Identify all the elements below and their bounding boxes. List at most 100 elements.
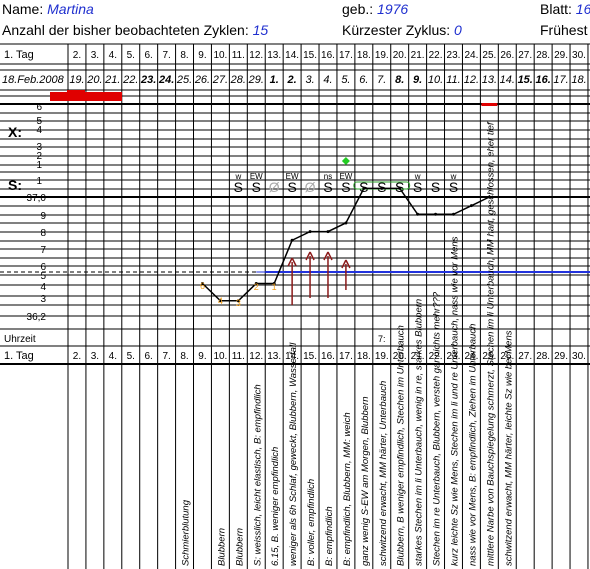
- day-number-top: 30.: [572, 50, 586, 61]
- day-number-bottom: 9.: [198, 351, 206, 362]
- day-note: Schmierblutung: [181, 499, 192, 566]
- day-number-top: 7.: [162, 50, 170, 61]
- day-number-top: 15.: [303, 50, 317, 61]
- day-number-bottom: 26.: [500, 351, 514, 362]
- date-cell: 18.: [571, 74, 586, 86]
- day-number-top: 10.: [213, 50, 227, 61]
- mucus-symbol: S: [449, 179, 458, 195]
- day-number-bottom: 30.: [572, 351, 586, 362]
- date-cell: 21.: [104, 74, 120, 86]
- x-scale-label: 2: [36, 151, 42, 162]
- day-number-bottom: 19.: [375, 351, 389, 362]
- temperature-point: [416, 212, 420, 216]
- date-cell: 1.: [270, 74, 279, 86]
- day-number-top: 25.: [482, 50, 496, 61]
- date-cell: 10.: [428, 74, 443, 86]
- bleeding-bar: [50, 92, 122, 101]
- date-cell: 23.: [140, 74, 156, 86]
- day-number-top: 11.: [232, 50, 245, 61]
- day-number-top: 4.: [109, 50, 117, 61]
- temperature-point: [218, 299, 222, 303]
- day-number-bottom: 8.: [180, 351, 188, 362]
- day-note: kurz leichte Sz wie Mens, Stechen im li …: [449, 236, 460, 566]
- day-number-bottom: 24.: [464, 351, 478, 362]
- cycle-chart: 1. Tag 2. 3. 4. 5. 6. 7. 8. 9. 10. 11. 12. 13. 14. 15.…: [0, 43, 590, 569]
- rise-arrow-head: [305, 251, 315, 261]
- day-number-top: 8.: [180, 50, 188, 61]
- count-number: 4: [218, 296, 223, 306]
- day-number-bottom: 17.: [339, 351, 353, 362]
- temperature-point: [434, 212, 438, 216]
- day-number-top: 27.: [518, 50, 532, 61]
- day-number-bottom: 12.: [249, 351, 263, 362]
- day-number-top: 26.: [500, 50, 514, 61]
- symbol-annotation: EW: [250, 172, 263, 181]
- day-note: nass wie vor Mens, B: empfindlich, Ziehe…: [467, 324, 478, 566]
- cycles-label: Anzahl der bisher beobachteten Zyklen:: [2, 22, 249, 38]
- symbol-annotation: w: [414, 172, 421, 181]
- day-number-bottom: 22.: [429, 351, 443, 362]
- day-number-bottom: 11.: [232, 351, 245, 362]
- symbol-annotation: ns: [324, 172, 332, 181]
- temperature-point: [290, 238, 294, 242]
- temperature-point: [236, 299, 240, 303]
- day-number-top: 23.: [447, 50, 461, 61]
- temp-scale-label: 1: [36, 176, 42, 187]
- date-cell: 3.: [305, 74, 314, 86]
- day-number-top: 5.: [127, 50, 135, 61]
- cycles-row: Anzahl der bisher beobachteten Zyklen: 1…: [2, 22, 268, 38]
- day-number-bottom: 27.: [518, 351, 532, 362]
- day-note: mittlere Narbe von Bauchspiegelung schme…: [485, 121, 496, 566]
- mucus-symbol: S: [252, 179, 261, 195]
- bleeding-spot: [481, 103, 498, 106]
- mucus-symbol: S: [431, 179, 440, 195]
- shortest-label: Kürzester Zyklus:: [342, 22, 451, 38]
- day-number-bottom: 13.: [267, 351, 281, 362]
- day-note: B: empfindlich, Blubbern, MM: weich: [342, 412, 353, 566]
- temperature-point: [398, 186, 402, 190]
- date-cell: 4.: [323, 74, 332, 86]
- sheet-value[interactable]: 16: [575, 1, 590, 17]
- shortest-value[interactable]: 0: [454, 22, 462, 38]
- day-number-bottom: 14.: [285, 351, 299, 362]
- name-row: Name: Martina: [2, 1, 94, 17]
- date-cell: 7.: [377, 74, 386, 86]
- x-scale-label: 4: [36, 125, 42, 136]
- temp-scale-label: 5: [40, 271, 46, 282]
- day-note: Blubbern, B weniger empfindlich, Stechen…: [396, 325, 407, 566]
- day-number-top: 12.: [249, 50, 263, 61]
- temp-scale-label: 7: [40, 245, 46, 256]
- temperature-point: [344, 221, 348, 225]
- day-number-bottom: 21.: [411, 351, 425, 362]
- green-marker-icon: [341, 157, 350, 165]
- temperature-point: [487, 195, 491, 199]
- bleeding-scale-label: 6: [36, 102, 42, 113]
- date-cell: 26.: [194, 74, 210, 86]
- day-number-bottom: 23.: [447, 351, 461, 362]
- born-value[interactable]: 1976: [377, 1, 409, 17]
- day-number-top: 19.: [375, 50, 389, 61]
- cycles-value[interactable]: 15: [252, 22, 269, 38]
- date-cell: 24.: [158, 74, 174, 86]
- temp-scale-label: 9: [40, 211, 46, 222]
- temperature-point: [380, 186, 384, 190]
- x-scale-label: 5: [36, 116, 42, 127]
- day-number-bottom: 6.: [145, 351, 153, 362]
- temperature-point: [200, 282, 204, 285]
- day-number-top: 3.: [91, 50, 99, 61]
- date-cell: 22.: [122, 74, 138, 86]
- date-cell: 14.: [500, 74, 515, 86]
- day-note: schwitzend erwacht, MM härter, Unterbauc…: [378, 381, 389, 566]
- day-number-bottom: 3.: [91, 351, 99, 362]
- day-label-top: 1. Tag: [4, 49, 34, 61]
- day-number-top: 20.: [393, 50, 407, 61]
- day-number-top: 6.: [145, 50, 153, 61]
- date-cell: 8.: [395, 74, 404, 86]
- name-value[interactable]: Martina: [47, 1, 94, 17]
- s-section-label: S:: [8, 177, 22, 193]
- sheet-label: Blatt:: [540, 1, 572, 17]
- day-number-top: 29.: [554, 50, 568, 61]
- day-number-bottom: 15.: [303, 351, 317, 362]
- temperature-point: [326, 230, 330, 234]
- day-number-bottom: 10.: [213, 351, 227, 362]
